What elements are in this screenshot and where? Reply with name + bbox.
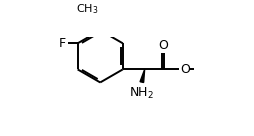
Polygon shape <box>140 69 145 83</box>
Text: O: O <box>180 63 190 76</box>
Text: CH$_3$: CH$_3$ <box>76 2 98 16</box>
Text: O: O <box>158 39 168 52</box>
Text: F: F <box>58 37 66 50</box>
Text: NH$_2$: NH$_2$ <box>129 86 154 101</box>
